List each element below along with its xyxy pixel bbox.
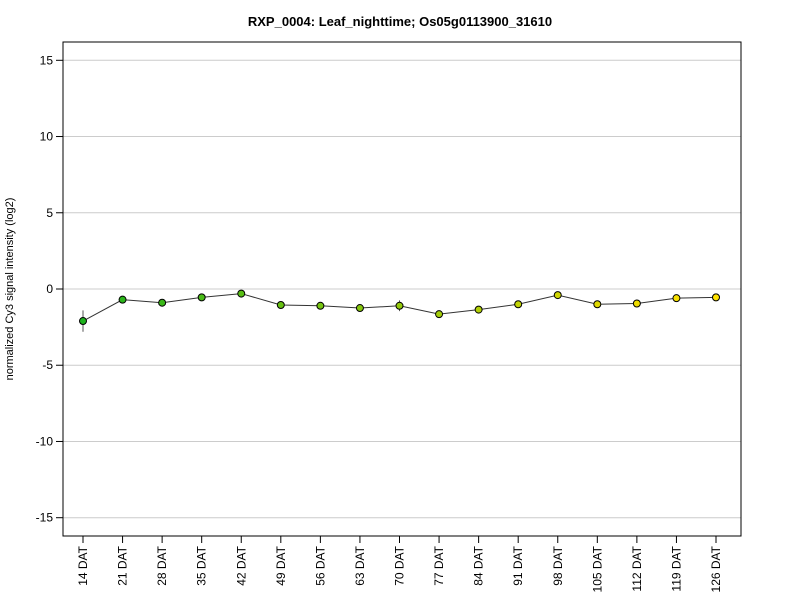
data-point xyxy=(672,294,681,303)
x-tick-label: 35 DAT xyxy=(195,545,209,585)
data-point xyxy=(712,293,720,302)
data-point xyxy=(79,317,87,326)
data-point xyxy=(514,300,523,309)
x-tick-label: 49 DAT xyxy=(274,545,288,585)
x-tick-label: 84 DAT xyxy=(472,545,486,585)
x-axis: 14 DAT 21 DAT 28 DAT 35 DAT 42 DAT 49 DAT 56 D… xyxy=(76,536,723,592)
x-tick-label: 14 DAT xyxy=(76,545,90,585)
x-tick-label: 70 DAT xyxy=(393,545,407,585)
data-point xyxy=(158,298,167,307)
x-tick-label: 77 DAT xyxy=(432,545,446,585)
data-point xyxy=(316,301,325,310)
y-tick-label: -15 xyxy=(36,511,54,525)
y-tick-label: 0 xyxy=(46,282,53,296)
data-point xyxy=(276,301,285,310)
gridlines xyxy=(63,59,741,519)
x-tick-label: 119 DAT xyxy=(669,545,683,591)
data-series xyxy=(79,289,720,332)
data-point xyxy=(118,295,127,304)
y-tick-label: 5 xyxy=(46,206,53,220)
y-tick-label: -10 xyxy=(36,434,54,448)
x-tick-label: 28 DAT xyxy=(155,545,169,585)
x-tick-label: 63 DAT xyxy=(353,545,367,585)
data-point xyxy=(553,291,562,300)
data-point xyxy=(593,300,602,309)
data-point xyxy=(632,299,641,308)
y-tick-label: 10 xyxy=(40,130,54,144)
y-axis-label: normalized Cy3 signal intensity (log2) xyxy=(4,198,16,381)
data-point xyxy=(474,305,483,314)
data-point xyxy=(237,289,246,298)
data-point xyxy=(435,310,444,319)
x-tick-label: 126 DAT xyxy=(709,545,723,592)
x-tick-label: 91 DAT xyxy=(511,545,525,585)
data-point xyxy=(395,301,404,310)
x-tick-label: 112 DAT xyxy=(630,545,644,591)
y-tick-label: -5 xyxy=(42,358,53,372)
y-tick-label: 15 xyxy=(40,53,54,67)
x-tick-label: 56 DAT xyxy=(313,545,327,585)
x-tick-label: 42 DAT xyxy=(234,545,248,585)
x-tick-label: 105 DAT xyxy=(590,545,604,592)
y-axis: 15 10 5 0 -5 -10 -15 xyxy=(36,53,63,525)
data-point xyxy=(355,304,364,313)
data-point xyxy=(197,293,206,302)
chart-title: RXP_0004: Leaf_nighttime; Os05g0113900_3… xyxy=(248,14,552,29)
x-tick-label: 21 DAT xyxy=(116,545,130,585)
x-tick-label: 98 DAT xyxy=(551,545,565,585)
